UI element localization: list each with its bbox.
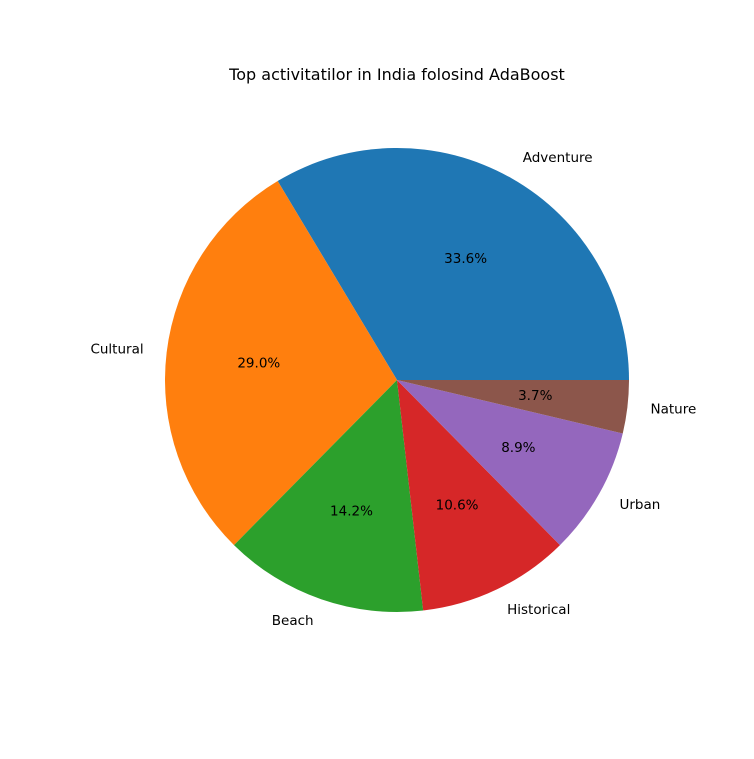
percent-label-cultural: 29.0% bbox=[237, 355, 280, 371]
pie-slice-adventure bbox=[277, 147, 629, 380]
pie-slices bbox=[164, 147, 629, 612]
slice-label-beach: Beach bbox=[272, 613, 314, 629]
percent-label-nature: 3.7% bbox=[518, 388, 552, 404]
percent-labels: 33.6% 29.0% 14.2% 10.6% 8.9% 3.7% bbox=[237, 251, 552, 520]
pie-slice-cultural bbox=[164, 181, 397, 546]
slice-labels: Adventure Cultural Beach Historical Urban Nat… bbox=[90, 150, 696, 629]
percent-label-historical: 10.6% bbox=[436, 498, 479, 514]
pie-slice-urban bbox=[397, 380, 623, 546]
percent-label-urban: 8.9% bbox=[501, 440, 535, 456]
slice-label-adventure: Adventure bbox=[523, 150, 593, 166]
percent-label-beach: 14.2% bbox=[330, 504, 373, 520]
pie-slice-historical bbox=[397, 380, 561, 611]
pie-slice-nature bbox=[397, 380, 629, 434]
chart-title: Top activitatilor in India folosind AdaB… bbox=[228, 65, 565, 84]
slice-label-urban: Urban bbox=[619, 497, 660, 513]
pie-slice-beach bbox=[233, 380, 424, 612]
percent-label-adventure: 33.6% bbox=[444, 251, 487, 267]
slice-label-cultural: Cultural bbox=[90, 342, 143, 358]
slice-label-historical: Historical bbox=[507, 602, 570, 618]
slice-label-nature: Nature bbox=[650, 402, 696, 418]
